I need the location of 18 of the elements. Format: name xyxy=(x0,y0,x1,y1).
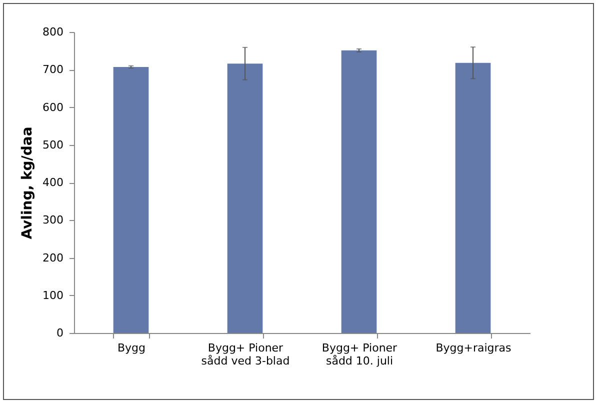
x-tick-label: Bygg+ Pioner sådd ved 3-blad xyxy=(201,342,290,368)
x-tick-label: Bygg+raigras xyxy=(436,342,512,354)
y-tick-label: 0 xyxy=(56,326,64,340)
y-tick-label: 700 xyxy=(42,63,64,76)
y-tick-label: 600 xyxy=(42,100,64,114)
y-tick-label: 100 xyxy=(42,288,64,302)
x-tick-label: Bygg+ Pioner sådd 10. juli xyxy=(322,342,398,368)
y-tick-label: 200 xyxy=(42,251,64,264)
bar xyxy=(227,64,263,333)
bar xyxy=(113,66,149,333)
x-tick-label: Bygg xyxy=(117,342,146,354)
y-tick-label: 300 xyxy=(42,214,64,227)
bar xyxy=(341,50,377,333)
y-tick-label: 500 xyxy=(42,138,64,152)
y-tick-label: 400 xyxy=(42,176,64,189)
y-axis-title: Avling, kg/daa xyxy=(20,126,36,240)
y-tick-label: 800 xyxy=(42,26,64,38)
bar xyxy=(455,62,491,333)
